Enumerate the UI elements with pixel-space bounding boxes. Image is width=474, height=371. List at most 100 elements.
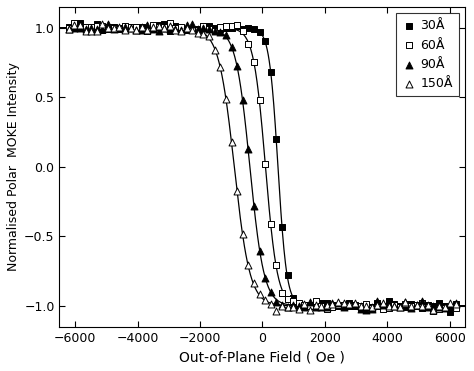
30Å (306, 302, 314, 308)
30Å (295, 302, 302, 308)
30Å (127, 25, 134, 31)
150Å (306, 307, 314, 313)
60Å (441, 305, 448, 311)
150Å (65, 26, 73, 32)
150Å (76, 22, 84, 28)
60Å (127, 24, 134, 30)
30Å (396, 303, 403, 309)
30Å (116, 26, 123, 32)
150Å (424, 302, 432, 308)
30Å (374, 301, 381, 306)
90Å (88, 25, 95, 31)
60Å (424, 304, 432, 310)
90Å (155, 29, 163, 35)
90Å (93, 26, 100, 32)
90Å (205, 26, 213, 32)
90Å (104, 21, 112, 27)
30Å (121, 27, 129, 33)
30Å (144, 28, 151, 34)
X-axis label: Out-of-Plane Field ( Oe ): Out-of-Plane Field ( Oe ) (180, 350, 345, 364)
150Å (93, 29, 100, 35)
90Å (144, 22, 151, 28)
150Å (379, 301, 387, 306)
90Å (211, 28, 219, 34)
150Å (245, 262, 252, 268)
30Å (323, 301, 331, 306)
90Å (149, 26, 157, 32)
60Å (429, 308, 437, 313)
30Å (351, 302, 359, 308)
60Å (166, 20, 173, 26)
30Å (222, 25, 230, 31)
150Å (183, 25, 191, 31)
30Å (429, 303, 437, 309)
60Å (104, 24, 112, 30)
90Å (239, 97, 246, 103)
30Å (278, 224, 286, 230)
90Å (435, 303, 443, 309)
60Å (379, 306, 387, 312)
90Å (346, 302, 353, 308)
150Å (318, 303, 325, 309)
30Å (290, 295, 297, 301)
90Å (110, 26, 118, 32)
30Å (71, 26, 78, 32)
60Å (250, 59, 258, 65)
60Å (189, 27, 196, 33)
30Å (318, 300, 325, 306)
90Å (177, 27, 185, 33)
150Å (351, 300, 359, 306)
150Å (160, 25, 168, 31)
150Å (452, 301, 460, 307)
30Å (385, 298, 392, 304)
90Å (71, 26, 78, 32)
60Å (357, 303, 365, 309)
150Å (301, 301, 308, 307)
60Å (385, 305, 392, 311)
60Å (334, 302, 342, 308)
90Å (385, 302, 392, 308)
90Å (318, 304, 325, 310)
150Å (396, 304, 403, 310)
30Å (413, 303, 420, 309)
60Å (295, 301, 302, 306)
150Å (362, 303, 370, 309)
150Å (189, 27, 196, 33)
30Å (172, 23, 179, 29)
30Å (301, 302, 308, 308)
90Å (362, 307, 370, 313)
60Å (205, 26, 213, 32)
30Å (233, 23, 241, 29)
150Å (71, 22, 78, 28)
30Å (357, 306, 365, 312)
60Å (76, 25, 84, 31)
60Å (172, 26, 179, 32)
90Å (447, 303, 454, 309)
150Å (273, 308, 280, 314)
30Å (250, 26, 258, 32)
150Å (211, 47, 219, 53)
60Å (261, 161, 269, 167)
60Å (323, 306, 331, 312)
30Å (435, 301, 443, 306)
150Å (323, 302, 331, 308)
30Å (340, 303, 347, 309)
30Å (407, 301, 415, 307)
90Å (424, 303, 432, 309)
30Å (261, 39, 269, 45)
90Å (82, 26, 90, 32)
Y-axis label: Normalised Polar  MOKE Intensity: Normalised Polar MOKE Intensity (7, 62, 20, 271)
150Å (233, 188, 241, 194)
60Å (391, 302, 398, 308)
150Å (401, 299, 409, 305)
30Å (379, 303, 387, 309)
60Å (233, 22, 241, 28)
150Å (149, 24, 157, 30)
90Å (419, 298, 426, 304)
150Å (127, 25, 134, 31)
150Å (144, 27, 151, 33)
60Å (318, 303, 325, 309)
90Å (323, 304, 331, 310)
150Å (407, 303, 415, 309)
150Å (385, 303, 392, 309)
